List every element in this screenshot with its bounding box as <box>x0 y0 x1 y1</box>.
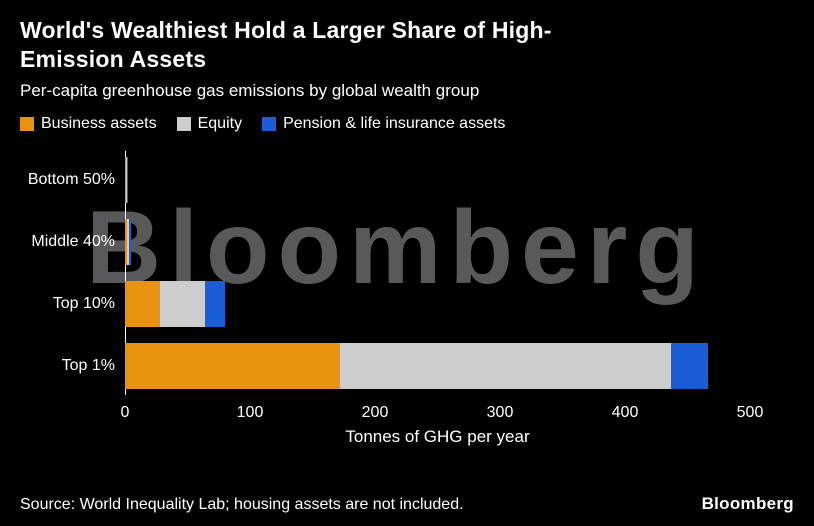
bar-segment-pension-life-insurance-assets <box>671 342 708 389</box>
legend-label: Equity <box>197 114 243 132</box>
bar-segment-pension-life-insurance-assets <box>205 280 225 327</box>
category-label: Middle 40% <box>31 232 115 250</box>
bar-track <box>125 156 750 203</box>
x-tick-label: 0 <box>120 403 130 421</box>
legend: Business assets Equity Pension & life insu… <box>0 101 814 133</box>
chart-area: Bottom 50% Middle 40% Top 10% Top 1% 0 100 20… <box>0 149 814 447</box>
legend-swatch <box>262 116 277 131</box>
bar-segment-equity <box>160 280 205 327</box>
legend-label: Business assets <box>41 114 157 132</box>
x-tick-label: 500 <box>736 403 764 421</box>
source-note: Source: World Inequality Lab; housing as… <box>20 496 464 513</box>
chart-row: Middle 40% <box>0 211 814 273</box>
bar-segment-business-assets <box>125 280 160 327</box>
x-tick-label: 400 <box>611 403 639 421</box>
chart-row: Bottom 50% <box>0 149 814 211</box>
bar-track <box>125 342 750 389</box>
x-tick-label: 200 <box>361 403 389 421</box>
bar-segment-equity <box>340 342 672 389</box>
chart-title-line1: World's Wealthiest Hold a Larger Share o… <box>20 17 552 43</box>
y-axis-line <box>125 150 126 395</box>
bloomberg-logo: Bloomberg <box>701 494 794 513</box>
x-tick-label: 100 <box>236 403 264 421</box>
chart-subtitle: Per-capita greenhouse gas emissions by g… <box>20 80 480 100</box>
legend-item: Equity <box>176 114 243 133</box>
bar-segment-pension-life-insurance-assets <box>126 156 127 203</box>
bar-segment-business-assets <box>125 218 127 265</box>
chart-row: Top 10% <box>0 273 814 335</box>
x-axis-title: Tonnes of GHG per year <box>345 426 530 446</box>
bar-segment-equity <box>125 156 127 203</box>
chart-title-line2: Emission Assets <box>20 45 207 72</box>
x-tick-label: 300 <box>486 403 514 421</box>
category-label: Bottom 50% <box>27 170 115 188</box>
legend-item: Pension & life insurance assets <box>262 115 505 133</box>
category-label: Top 10% <box>52 294 115 312</box>
bar-segment-pension-life-insurance-assets <box>128 218 132 265</box>
bar-segment-equity <box>126 218 129 265</box>
legend-label: Pension & life insurance assets <box>283 114 506 132</box>
chart-title: World's Wealthiest Hold a Larger Share o… <box>0 0 814 74</box>
x-axis-ticks: 0 100 200 300 400 500 <box>121 399 764 423</box>
legend-item: Business assets <box>20 115 157 133</box>
bar-segment-business-assets <box>125 156 126 203</box>
bar-track <box>125 280 750 327</box>
chart-row: Top 1% <box>0 335 814 397</box>
chart-rows: Bottom 50% Middle 40% Top 10% Top 1% <box>0 149 814 397</box>
footer: Source: World Inequality Lab; housing as… <box>20 494 794 514</box>
bar-track <box>125 218 750 265</box>
legend-swatch <box>20 116 34 131</box>
category-label: Top 1% <box>61 356 115 374</box>
legend-swatch <box>176 116 191 131</box>
bar-segment-business-assets <box>125 342 340 389</box>
